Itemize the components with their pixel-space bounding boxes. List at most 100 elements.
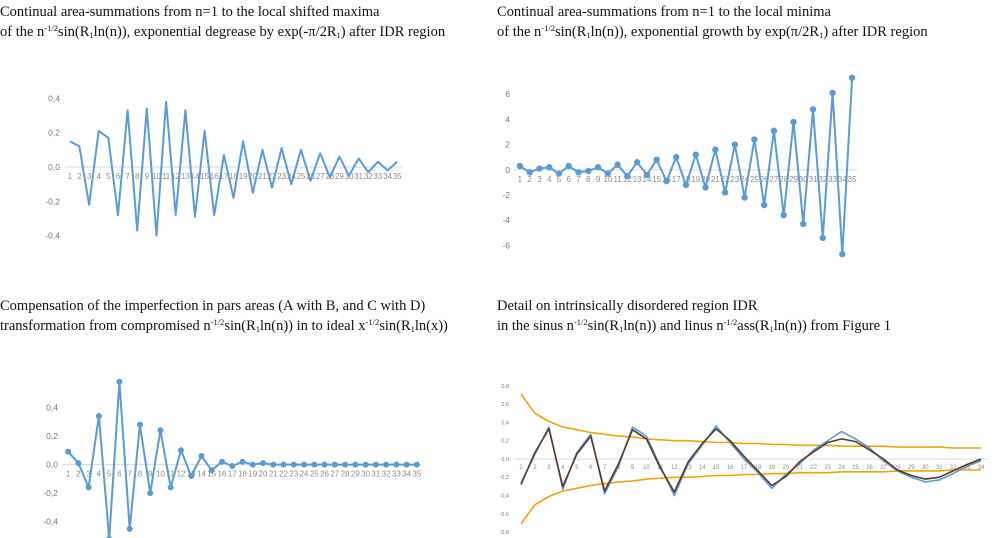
data-point	[604, 170, 612, 177]
x-tick-label: 27	[330, 470, 339, 479]
data-point	[682, 181, 690, 189]
data-point	[585, 167, 592, 175]
x-tick-label: 11	[613, 175, 622, 184]
data-point	[331, 461, 338, 468]
subscript: 1	[410, 324, 415, 334]
data-point	[342, 461, 349, 468]
text-segment: sin(R	[224, 318, 256, 334]
x-tick-label: 31	[809, 175, 818, 184]
data-point	[403, 461, 410, 468]
x-tick-label: 23	[289, 470, 298, 479]
x-tick-label: 23	[730, 175, 739, 184]
text-segment: ) after IDR region	[823, 24, 928, 40]
data-point	[760, 201, 768, 209]
chart-idr: 0,80,60,40,20,0-0,2-0,4-0,6-0,81 2 3 4 5 6 7 8 9…	[500, 384, 988, 536]
x-tick-label: 27	[880, 465, 887, 471]
text-segment: ln(n)), exponential degrease by exp(-π/2…	[93, 24, 337, 40]
data-point	[526, 169, 533, 176]
x-tick-label: 34	[838, 175, 847, 184]
data-point	[290, 461, 297, 468]
text-segment: ln(n)) in to ideal x	[259, 318, 366, 334]
x-tick-label: 18	[238, 470, 247, 479]
x-tick-label: 9	[145, 172, 150, 181]
x-tick-label: 7	[125, 172, 130, 181]
title-idr: Detail on intrinsically disordered regio…	[497, 296, 891, 336]
x-tick-label: 11	[162, 172, 171, 181]
data-point	[280, 461, 287, 468]
x-tick-label: 22	[268, 172, 277, 181]
subscript: 1	[336, 30, 341, 40]
data-point	[819, 234, 826, 242]
y-tick-label: -0,8	[500, 530, 509, 536]
x-tick-label: 33	[964, 465, 971, 471]
data-point	[136, 421, 143, 428]
data-point	[229, 463, 236, 469]
x-tick-label: 27	[769, 175, 778, 184]
x-tick-label: 32	[364, 172, 373, 181]
data-point	[712, 146, 719, 153]
x-tick-label: 7	[127, 470, 132, 479]
x-tick-label: 8	[135, 172, 140, 181]
data-point	[770, 127, 778, 134]
x-tick-label: 11	[167, 470, 176, 479]
superscript: -1/2	[723, 317, 738, 327]
data-point	[311, 461, 318, 468]
x-tick-label: 25	[310, 470, 319, 479]
x-tick-label: 26	[306, 172, 315, 181]
series-line	[69, 100, 398, 237]
x-tick-label: 30	[361, 470, 370, 479]
x-tick-label: 33	[828, 175, 837, 184]
data-point	[555, 170, 563, 177]
x-tick-label: 24	[287, 172, 296, 181]
x-tick-label: 35	[393, 172, 402, 181]
x-tick-label: 21	[258, 172, 267, 181]
x-tick-label: 25	[750, 175, 759, 184]
x-tick-label: 6	[117, 470, 122, 479]
x-tick-label: 24	[300, 470, 309, 479]
x-tick-label: 1	[68, 172, 73, 181]
data-point	[208, 467, 215, 474]
x-tick-label: 26	[760, 175, 769, 184]
data-point	[383, 461, 390, 468]
x-tick-label: 8	[617, 465, 621, 471]
text-segment: ass(R	[737, 318, 770, 334]
x-tick-label: 35	[412, 470, 421, 479]
data-point	[565, 162, 572, 170]
data-point	[301, 461, 308, 468]
title-maxima-line1: Continual area-summations from n=1 to th…	[0, 4, 380, 20]
superscript: -1/2	[573, 317, 588, 327]
data-point	[157, 427, 164, 434]
x-tick-label: 10	[603, 175, 612, 184]
x-tick-label: 32	[382, 470, 391, 479]
x-tick-label: 17	[219, 172, 228, 181]
superscript: -1/2	[210, 317, 225, 327]
x-tick-label: 32	[950, 465, 957, 471]
x-tick-label: 30	[799, 175, 808, 184]
data-point	[516, 162, 524, 170]
x-tick-label: 9	[596, 175, 601, 184]
data-point	[106, 535, 113, 538]
subscript: 1	[586, 30, 591, 40]
x-tick-label: 6	[116, 172, 121, 181]
x-tick-label: 29	[908, 465, 915, 471]
x-tick-label: 7	[603, 465, 607, 471]
y-tick-label: 0,2	[501, 439, 509, 445]
title-compensation-line1: Compensation of the imperfection in pars…	[0, 298, 426, 314]
x-tick-label: 33	[373, 172, 382, 181]
x-tick-label: 21	[711, 175, 720, 184]
x-tick-label: 4	[96, 172, 101, 181]
x-tick-label: 20	[248, 172, 257, 181]
series-line	[520, 469, 981, 525]
x-tick-label: 29	[335, 172, 344, 181]
y-tick-label: -0,2	[45, 196, 60, 206]
subscript: 1	[769, 324, 774, 334]
data-point	[673, 153, 680, 161]
data-point	[790, 118, 797, 126]
title-minima-line2: of the n-1/2sin(R1ln(n)), exponential gr…	[497, 22, 928, 42]
x-tick-label: 27	[316, 172, 325, 181]
x-tick-label: 5	[107, 470, 112, 479]
x-tick-label: 22	[279, 470, 288, 479]
x-tick-label: 31	[354, 172, 363, 181]
y-tick-label: 4	[505, 114, 510, 124]
x-tick-label: 3	[86, 470, 91, 479]
